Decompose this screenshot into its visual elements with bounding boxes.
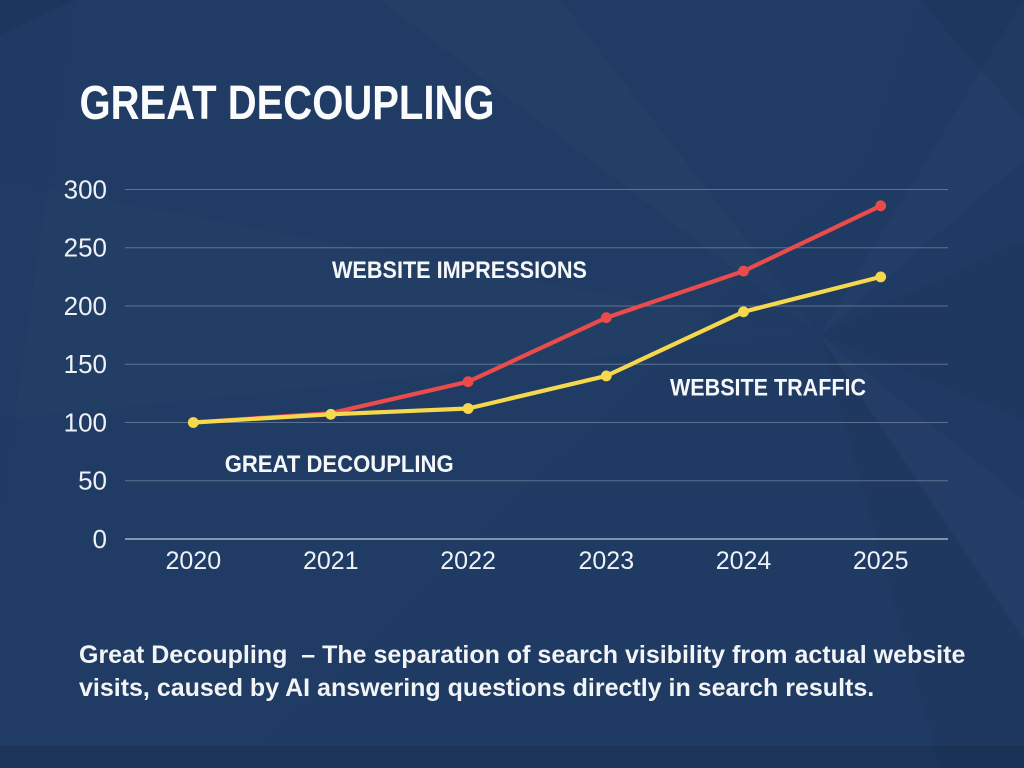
svg-text:100: 100: [64, 408, 107, 438]
svg-text:WEBSITE IMPRESSIONS: WEBSITE IMPRESSIONS: [332, 257, 587, 284]
svg-text:150: 150: [64, 349, 107, 379]
svg-text:Great Decoupling – The separa: Great Decoupling – The separation of sea…: [79, 641, 965, 669]
svg-text:2024: 2024: [716, 547, 772, 575]
svg-text:visits, caused by AI answering: visits, caused by AI answering questions…: [79, 674, 874, 702]
svg-text:2025: 2025: [853, 547, 909, 575]
svg-text:GREAT DECOUPLING: GREAT DECOUPLING: [225, 451, 454, 478]
svg-text:50: 50: [78, 466, 107, 496]
svg-text:300: 300: [64, 175, 107, 205]
svg-text:GREAT DECOUPLING: GREAT DECOUPLING: [80, 76, 495, 130]
svg-text:250: 250: [64, 233, 107, 263]
svg-text:WEBSITE TRAFFIC: WEBSITE TRAFFIC: [670, 375, 866, 402]
svg-text:2022: 2022: [440, 547, 496, 575]
svg-text:2023: 2023: [578, 547, 634, 575]
svg-text:2020: 2020: [165, 547, 221, 575]
svg-text:200: 200: [64, 291, 107, 321]
svg-text:0: 0: [93, 524, 107, 554]
svg-text:2021: 2021: [303, 547, 359, 575]
